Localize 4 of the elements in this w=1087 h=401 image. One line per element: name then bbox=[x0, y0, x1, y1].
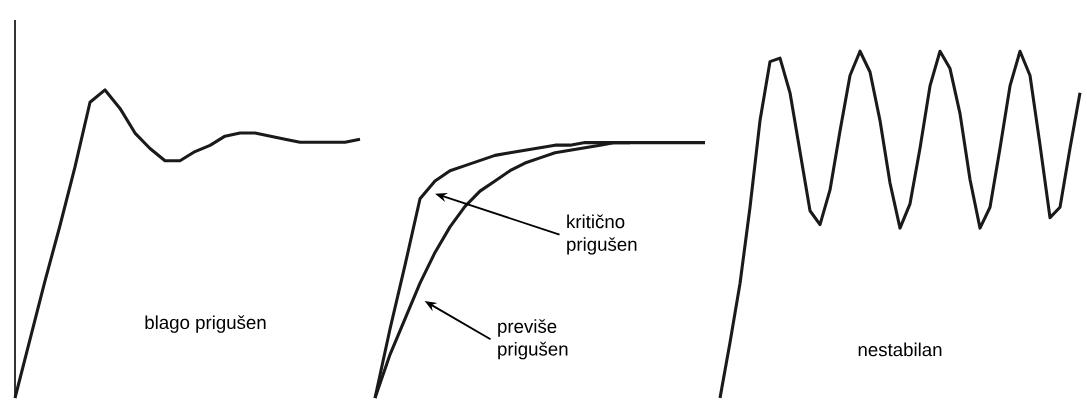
annotation: kritično prigušen bbox=[567, 214, 637, 255]
annotation: blago prigušen bbox=[145, 315, 266, 333]
annotation: previše prigušen bbox=[498, 319, 568, 360]
annotation: nestabilan bbox=[858, 342, 942, 357]
